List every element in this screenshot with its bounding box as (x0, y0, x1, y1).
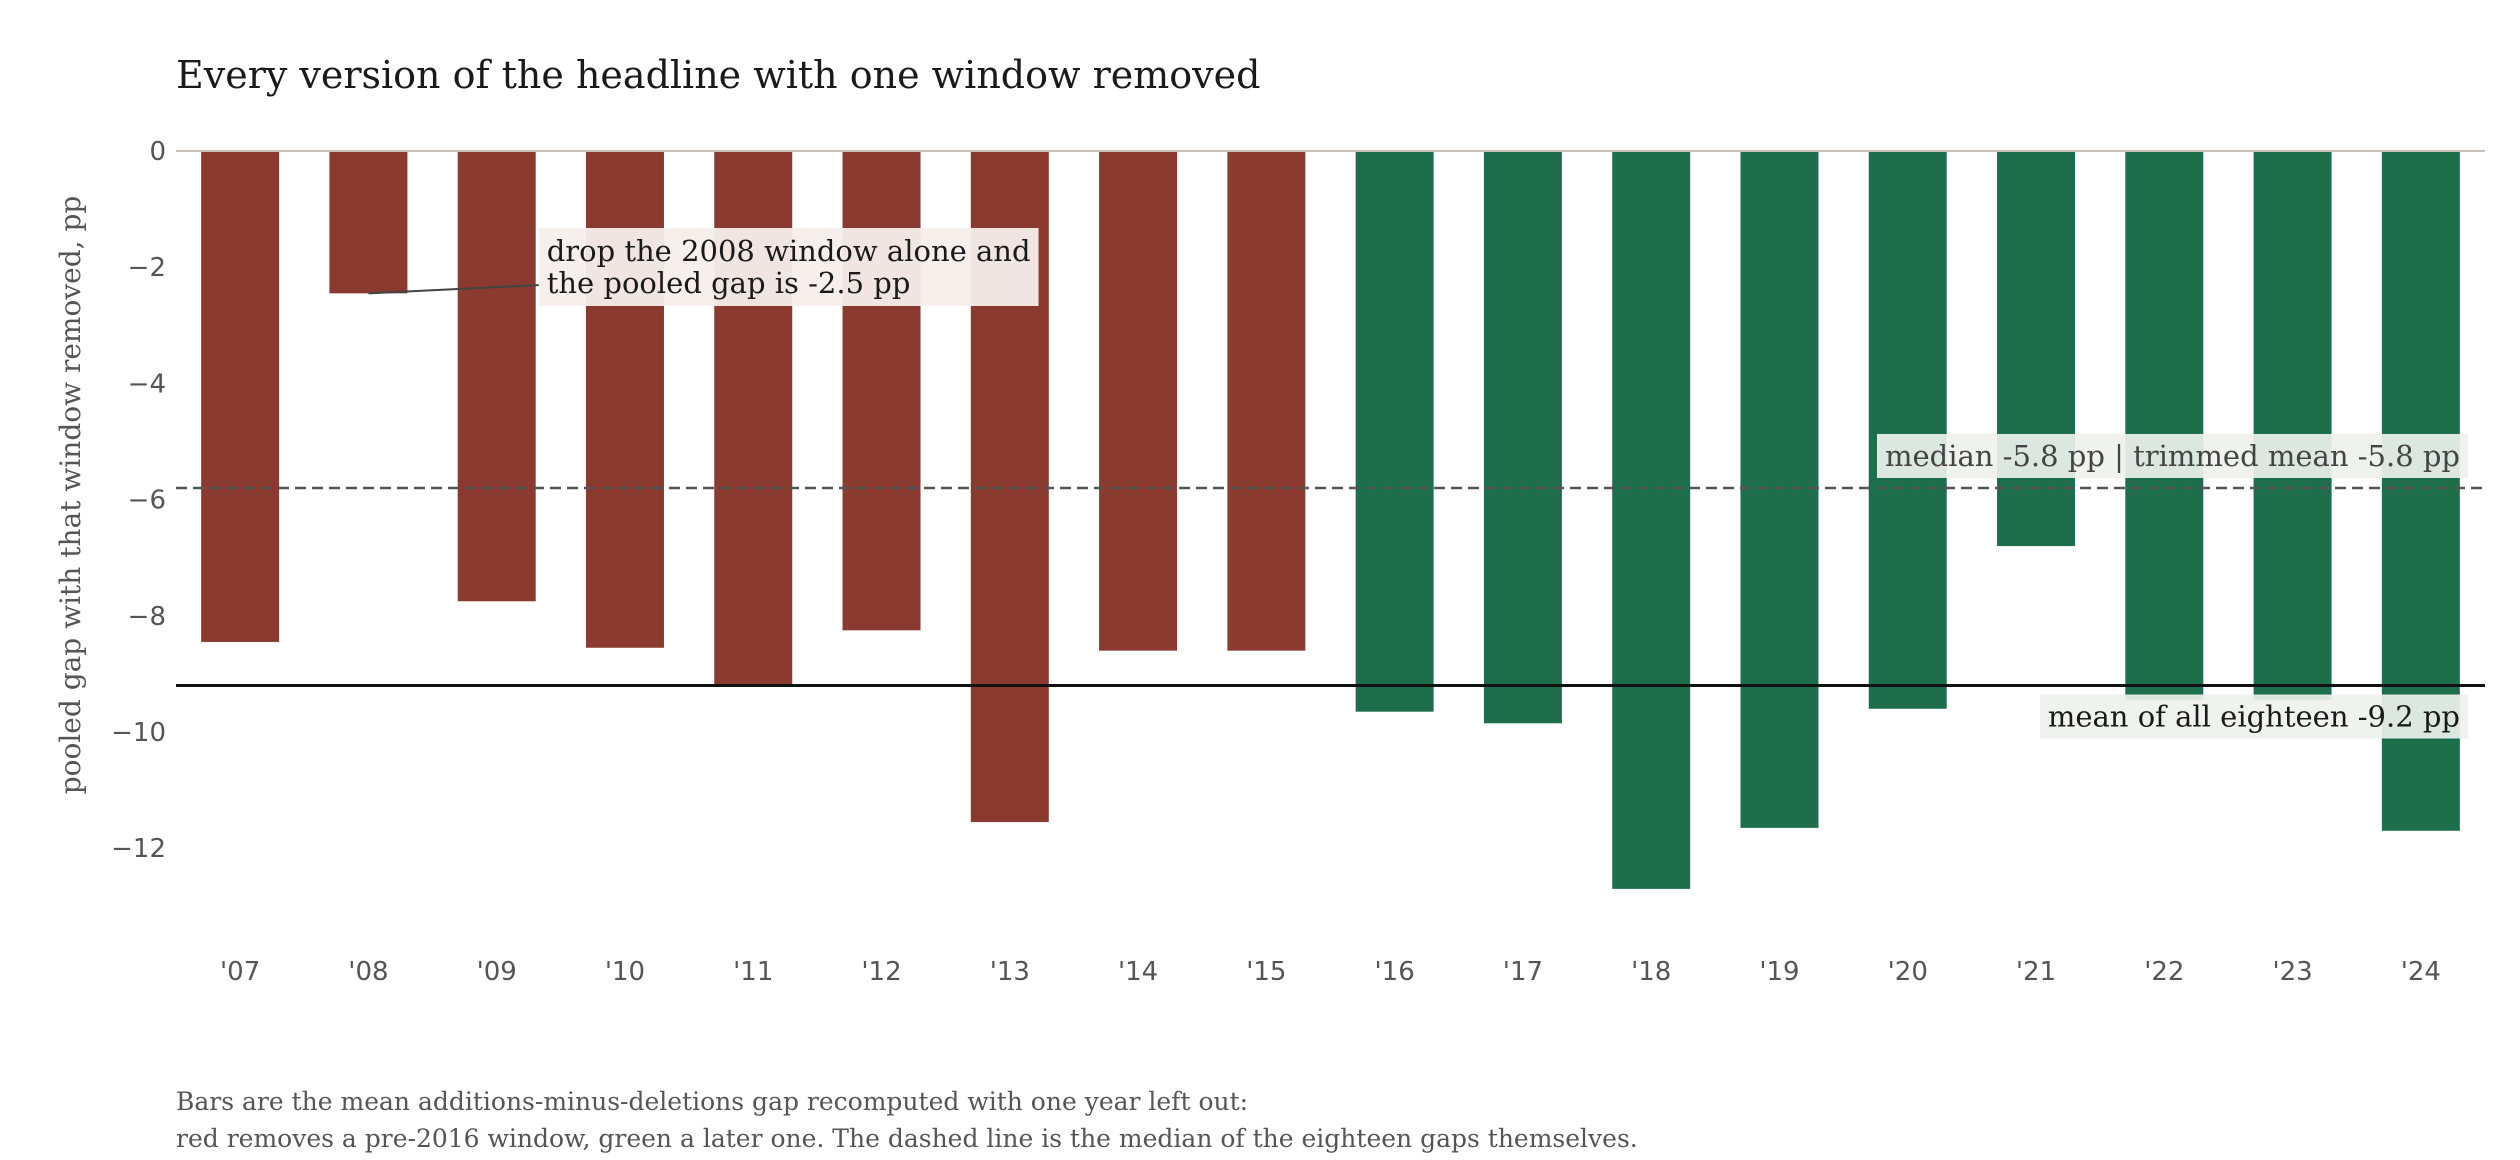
mean-label-background (2039, 694, 2468, 739)
annotation-leader-line (368, 284, 541, 295)
footnote-line-1: Bars are the mean additions-minus-deleti… (176, 1087, 1248, 1116)
x-tick-label: '17 (1503, 957, 1543, 987)
bar (1997, 151, 2076, 547)
x-tick-label: '15 (1246, 957, 1286, 987)
x-tick-label: '08 (348, 957, 388, 987)
chart-title: Every version of the headline with one w… (176, 53, 1260, 97)
y-tick-label: 0 (149, 137, 166, 167)
y-ticks: 0 −2 −4 −6 −8 −10 −12 (111, 137, 166, 864)
bar (2253, 151, 2332, 701)
bar (585, 151, 664, 648)
bar (457, 151, 536, 602)
median-label: median -5.8 pp | trimmed mean -5.8 pp (1885, 439, 2460, 473)
y-tick-label: −4 (128, 369, 166, 399)
mean-label: mean of all eighteen -9.2 pp (2048, 700, 2460, 734)
y-tick-label: −8 (128, 602, 166, 632)
y-tick-label: −12 (111, 834, 166, 864)
y-tick-label: −2 (128, 253, 166, 283)
median-label-background (1876, 433, 2468, 478)
bar (201, 151, 280, 642)
bar (842, 151, 921, 631)
annotation-line-1: drop the 2008 window alone and (547, 234, 1031, 268)
x-tick-label: '10 (605, 957, 645, 987)
x-ticks: '07 '08 '09 '10 '11 '12 '13 '14 '15 '16 '17 '18 '19 '… (220, 957, 2441, 987)
x-tick-label: '24 (2401, 957, 2441, 987)
x-tick-label: '12 (861, 957, 901, 987)
bar (2125, 151, 2204, 701)
bar (1227, 151, 1306, 651)
bar (1612, 151, 1691, 889)
x-tick-label: '21 (2016, 957, 2056, 987)
x-tick-label: '16 (1375, 957, 1415, 987)
x-tick-label: '07 (220, 957, 260, 987)
y-axis-label: pooled gap with that window removed, pp (54, 196, 87, 795)
y-tick-label: −6 (128, 486, 166, 516)
annotation-line-2: the pooled gap is -2.5 pp (547, 266, 911, 300)
bar (1868, 151, 1947, 709)
bar (1483, 151, 1562, 724)
x-tick-label: '13 (990, 957, 1030, 987)
x-tick-label: '20 (1888, 957, 1928, 987)
bar (329, 151, 408, 294)
x-tick-label: '19 (1759, 957, 1799, 987)
x-tick-label: '11 (733, 957, 773, 987)
x-tick-label: '14 (1118, 957, 1158, 987)
x-tick-label: '22 (2144, 957, 2184, 987)
footnote-line-2: red removes a pre-2016 window, green a l… (176, 1124, 1638, 1153)
y-tick-label: −10 (111, 718, 166, 748)
x-tick-label: '18 (1631, 957, 1671, 987)
x-tick-label: '23 (2272, 957, 2312, 987)
bar (1099, 151, 1178, 651)
annotation-background (538, 228, 1039, 306)
bar (1355, 151, 1434, 712)
x-tick-label: '09 (477, 957, 517, 987)
bar (1740, 151, 1819, 828)
